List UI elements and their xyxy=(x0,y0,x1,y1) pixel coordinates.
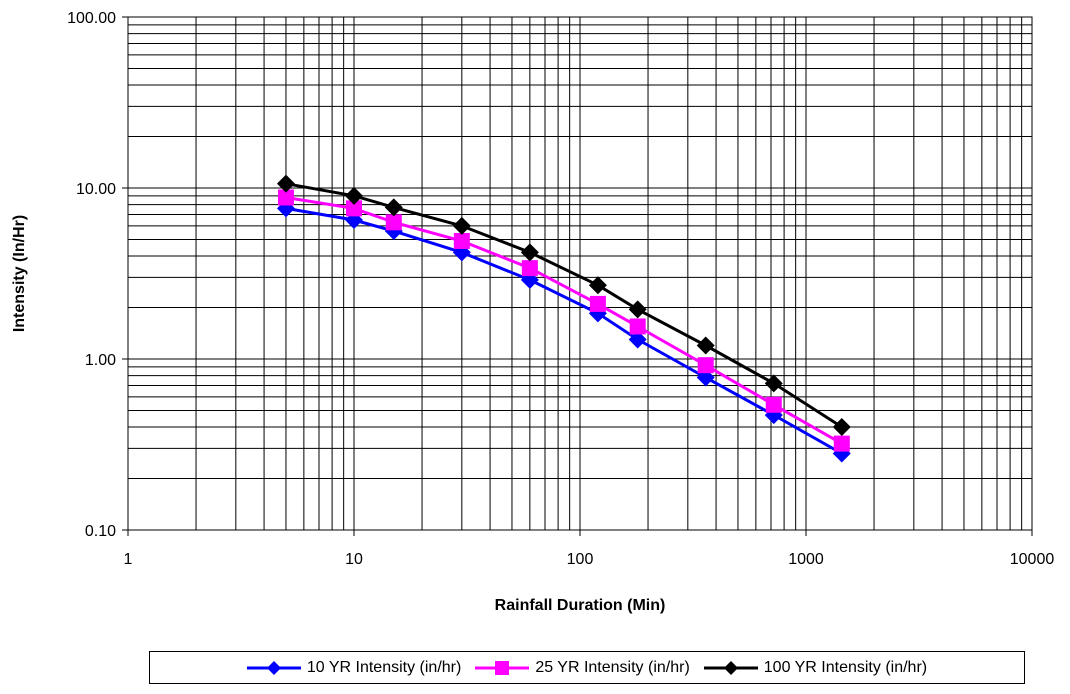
data-point xyxy=(589,295,606,312)
data-point xyxy=(764,374,783,393)
y-axis-tick-labels: 0.10 1.00 10.00 100.00 xyxy=(67,10,128,540)
chart-series xyxy=(276,174,851,463)
legend-item-25yr: 25 YR Intensity (in/hr) xyxy=(475,658,690,677)
x-axis-title: Rainfall Duration (Min) xyxy=(495,597,666,614)
data-point xyxy=(452,216,471,235)
series-line xyxy=(285,182,843,429)
data-point xyxy=(277,189,294,206)
legend-swatch-100yr-diamond-icon xyxy=(703,660,758,675)
x-tick-label: 10 xyxy=(345,551,363,568)
y-tick-label: 0.10 xyxy=(85,523,116,540)
series-line xyxy=(285,196,843,445)
chart-gridlines xyxy=(128,17,1032,530)
chart-canvas: 1 10 100 1000 10000 0.10 1.00 10.00 100.00 Rain… xyxy=(11,10,1055,614)
x-axis-tick-labels: 1 10 100 1000 10000 xyxy=(124,530,1055,568)
data-point xyxy=(696,336,715,355)
y-axis-title: Intensity (In/Hr) xyxy=(11,215,28,332)
legend-swatch-10yr-diamond-icon xyxy=(246,660,301,675)
y-tick-label: 1.00 xyxy=(85,352,116,369)
x-tick-label: 1 xyxy=(124,551,133,568)
series-2 xyxy=(277,189,850,452)
data-point xyxy=(588,276,607,295)
data-point xyxy=(345,186,363,205)
data-point xyxy=(697,357,714,374)
legend-swatch-25yr-square-icon xyxy=(475,660,530,675)
data-point xyxy=(384,198,403,217)
legend-label-10yr: 10 YR Intensity (in/hr) xyxy=(306,658,462,676)
data-point xyxy=(765,396,782,413)
legend-item-100yr: 100 YR Intensity (in/hr) xyxy=(703,658,928,677)
series-1 xyxy=(276,199,851,463)
x-tick-label: 100 xyxy=(567,551,594,568)
data-point xyxy=(521,260,538,277)
data-point xyxy=(276,174,295,193)
series-line xyxy=(285,206,843,455)
y-tick-label: 100.00 xyxy=(67,10,116,27)
data-point xyxy=(346,200,362,217)
legend-label-25yr: 25 YR Intensity (in/hr) xyxy=(535,658,690,676)
data-point xyxy=(832,418,851,437)
data-point xyxy=(628,330,647,349)
legend-label-100yr: 100 YR Intensity (in/hr) xyxy=(763,658,928,676)
chart-legend: 10 YR Intensity (in/hr) 25 YR Intensity … xyxy=(149,651,1025,684)
data-point xyxy=(385,214,402,231)
data-point xyxy=(520,243,539,262)
series-3 xyxy=(276,174,851,437)
data-point xyxy=(629,318,646,335)
x-tick-label: 10000 xyxy=(1010,551,1055,568)
y-tick-label: 10.00 xyxy=(76,181,116,198)
legend-item-10yr: 10 YR Intensity (in/hr) xyxy=(246,658,462,677)
data-point xyxy=(628,300,647,319)
data-point xyxy=(833,435,850,452)
x-tick-label: 1000 xyxy=(788,551,824,568)
data-point xyxy=(453,232,470,249)
